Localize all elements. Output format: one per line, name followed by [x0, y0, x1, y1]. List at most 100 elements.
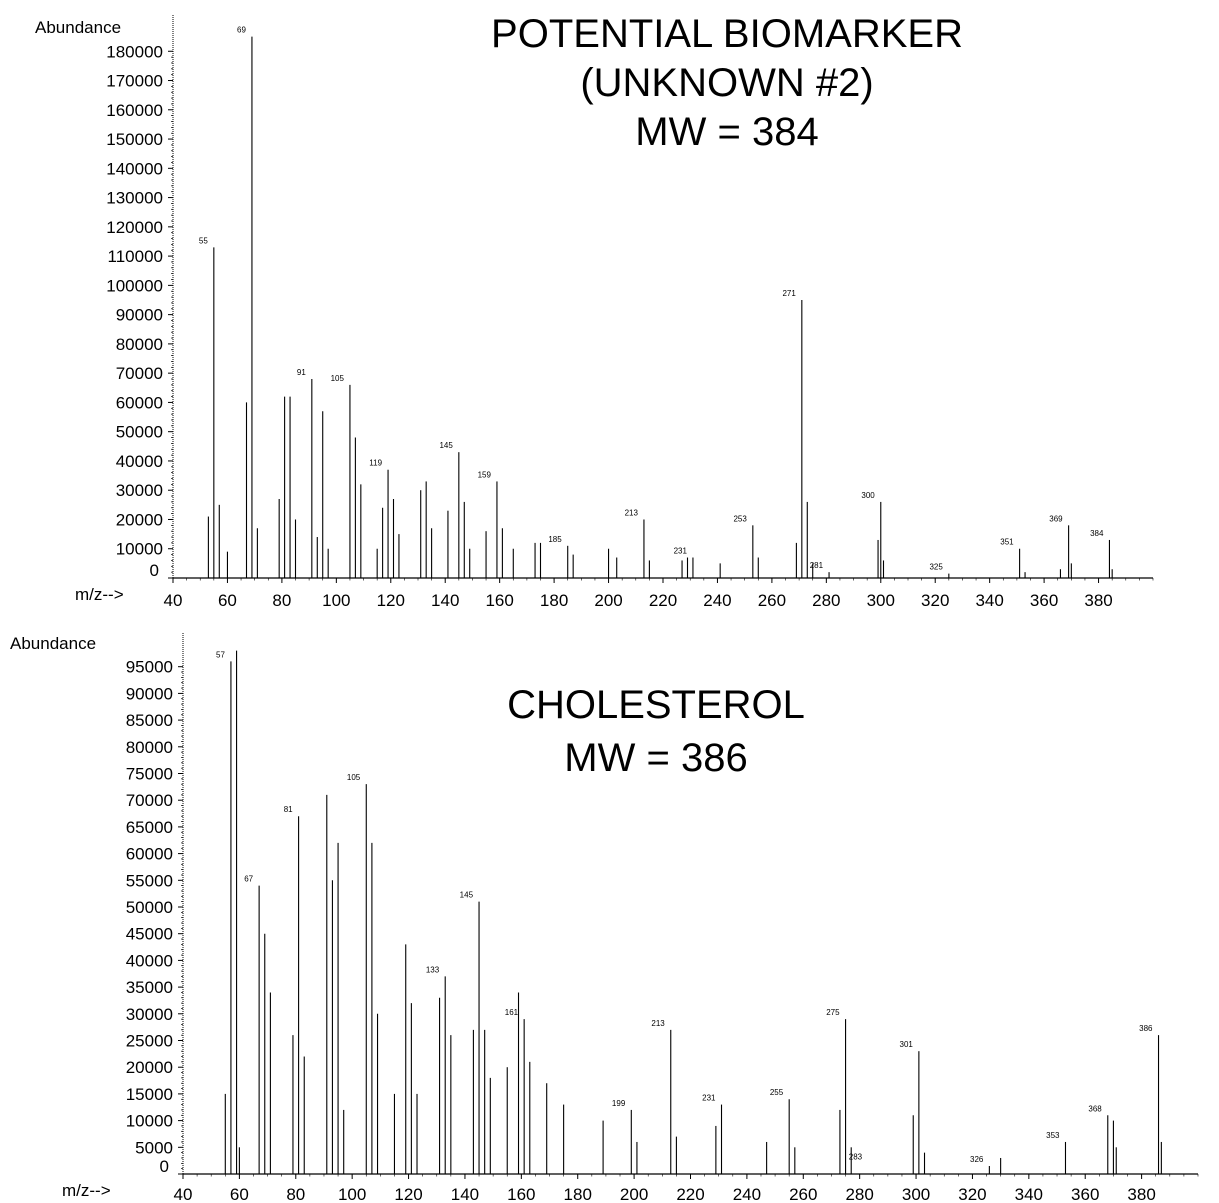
x-tick-label: 220 [649, 591, 677, 610]
x-tick-label: 180 [564, 1185, 592, 1203]
y-tick-label: 25000 [126, 1032, 173, 1051]
y-tick-label: 170000 [106, 72, 163, 91]
x-tick-label: 300 [902, 1185, 930, 1203]
peak-label: 384 [1090, 529, 1104, 538]
peak-label: 353 [1046, 1131, 1060, 1140]
peak-label: 369 [1049, 514, 1063, 523]
y-tick-label: 20000 [116, 510, 163, 529]
y-tick-label: 50000 [116, 423, 163, 442]
y-tick-label: 140000 [106, 159, 163, 178]
y-tick-label: 60000 [116, 393, 163, 412]
chart-title-line: (UNKNOWN #2) [580, 61, 873, 105]
y-tick-label: 65000 [126, 818, 173, 837]
y-tick-label: 130000 [106, 189, 163, 208]
peak-label: 185 [548, 535, 562, 544]
y-axis-label: Abundance [35, 18, 121, 37]
x-tick-label: 360 [1030, 591, 1058, 610]
x-tick-label: 380 [1084, 591, 1112, 610]
x-tick-label: 40 [164, 591, 183, 610]
peak-label: 368 [1088, 1104, 1102, 1113]
y-tick-label: 40000 [116, 452, 163, 471]
peak-label: 231 [674, 547, 688, 556]
y-tick-label: 180000 [106, 42, 163, 61]
peak-label: 255 [770, 1088, 784, 1097]
y-tick-label: 5000 [135, 1138, 173, 1157]
x-tick-label: 360 [1071, 1185, 1099, 1203]
y-tick-label: 90000 [126, 684, 173, 703]
y-tick-label: 60000 [126, 845, 173, 864]
x-axis-label: m/z--> [75, 585, 124, 604]
x-tick-label: 120 [377, 591, 405, 610]
y-tick-label: 30000 [126, 1005, 173, 1024]
x-tick-label: 60 [218, 591, 237, 610]
chart-title-line: CHOLESTEROL [507, 683, 805, 727]
x-tick-label: 140 [451, 1185, 479, 1203]
y-tick-label: 10000 [116, 540, 163, 559]
x-tick-label: 260 [758, 591, 786, 610]
peak-label: 326 [970, 1155, 984, 1164]
x-tick-label: 220 [676, 1185, 704, 1203]
x-tick-label: 240 [733, 1185, 761, 1203]
x-tick-label: 200 [620, 1185, 648, 1203]
peak-label: 81 [284, 805, 293, 814]
peak-label: 271 [782, 289, 796, 298]
peak-label: 301 [900, 1040, 914, 1049]
y-tick-label: 90000 [116, 306, 163, 325]
y-tick-label: 70000 [126, 791, 173, 810]
x-tick-label: 280 [845, 1185, 873, 1203]
x-tick-label: 140 [431, 591, 459, 610]
y-tick-label: 80000 [126, 738, 173, 757]
y-tick-label: 100000 [106, 276, 163, 295]
x-tick-label: 100 [338, 1185, 366, 1203]
y-tick-label: 95000 [126, 658, 173, 677]
x-tick-label: 340 [1015, 1185, 1043, 1203]
x-axis-label: m/z--> [62, 1181, 111, 1200]
peak-label: 119 [369, 459, 382, 468]
x-tick-label: 160 [485, 591, 513, 610]
y-tick-label: 75000 [126, 765, 173, 784]
x-tick-label: 80 [272, 591, 291, 610]
y-tick-label: 85000 [126, 711, 173, 730]
peak-label: 55 [199, 236, 208, 245]
chart-title-line: MW = 384 [635, 110, 818, 154]
x-tick-label: 260 [789, 1185, 817, 1203]
x-tick-label: 280 [812, 591, 840, 610]
y-tick-label: 0 [160, 1157, 169, 1176]
x-tick-label: 380 [1127, 1185, 1155, 1203]
spectrum-chart-1: POTENTIAL BIOMARKER (UNKNOWN #2) MW = 384 A… [35, 12, 1154, 610]
peak-label: 325 [929, 563, 943, 572]
peak-label: 105 [347, 773, 361, 782]
chart-title-line: MW = 386 [564, 736, 747, 780]
peak-label: 281 [810, 561, 824, 570]
x-tick-label: 100 [322, 591, 350, 610]
peak-label: 283 [849, 1152, 863, 1161]
y-tick-label: 40000 [126, 951, 173, 970]
x-tick-label: 40 [174, 1185, 193, 1203]
x-tick-label: 300 [867, 591, 895, 610]
y-tick-label: 20000 [126, 1058, 173, 1077]
peak-label: 199 [612, 1099, 626, 1108]
peak-label: 57 [216, 650, 225, 659]
peak-label: 231 [702, 1094, 716, 1103]
peak-label: 213 [625, 508, 639, 517]
x-tick-label: 80 [286, 1185, 305, 1203]
chart-title-line: POTENTIAL BIOMARKER [491, 12, 963, 56]
y-tick-label: 15000 [126, 1085, 173, 1104]
y-tick-label: 50000 [126, 898, 173, 917]
peak-label: 275 [826, 1008, 840, 1017]
y-tick-label: 35000 [126, 978, 173, 997]
y-tick-label: 150000 [106, 130, 163, 149]
peak-label: 145 [460, 891, 474, 900]
spectrum-peaks [224, 650, 1162, 1174]
peak-label: 69 [237, 26, 246, 35]
peak-label: 91 [297, 368, 306, 377]
x-tick-label: 120 [394, 1185, 422, 1203]
peak-label: 133 [426, 965, 440, 974]
peak-label: 161 [505, 1008, 519, 1017]
x-tick-label: 200 [594, 591, 622, 610]
peak-label: 67 [244, 875, 253, 884]
peak-label: 386 [1139, 1024, 1153, 1033]
y-tick-label: 120000 [106, 218, 163, 237]
